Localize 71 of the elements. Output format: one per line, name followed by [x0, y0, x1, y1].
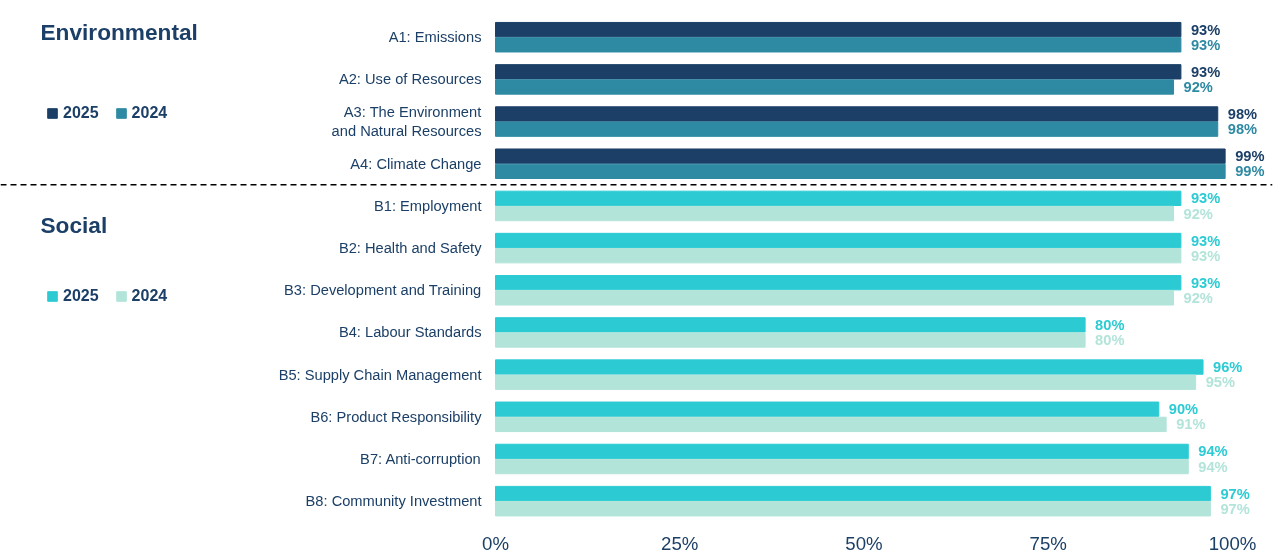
bar: [495, 485, 1211, 502]
data-label: 94%: [1198, 458, 1228, 475]
y-tick-label: A1: Emissions: [388, 29, 482, 46]
text: Social: [40, 211, 108, 238]
data-label: 92%: [1183, 78, 1213, 95]
bar: [495, 443, 1189, 460]
legend-label: 2025: [63, 287, 99, 305]
y-tick-label: A3: The Environment and Natural Resources: [331, 103, 482, 140]
data-label: 98%: [1227, 121, 1258, 138]
bar: [495, 458, 1189, 475]
bar: [495, 37, 1182, 53]
data-label: 93%: [1190, 21, 1221, 38]
y-tick-label: B5: Supply Chain Management: [278, 366, 482, 383]
bar: [495, 275, 1182, 291]
data-label: 91%: [1176, 416, 1206, 433]
data-label: 95%: [1205, 374, 1235, 391]
y-tick-label: B2: Health and Safety: [338, 240, 483, 257]
bar: [495, 232, 1182, 249]
data-label: 93%: [1190, 274, 1221, 291]
bar: [495, 290, 1175, 306]
y-tick-label: B1: Employment: [373, 197, 482, 214]
data-label: 93%: [1190, 63, 1221, 80]
bar: [495, 401, 1160, 417]
data-label: 80%: [1095, 316, 1125, 333]
data-label: 98%: [1227, 105, 1258, 122]
data-label: 97%: [1220, 500, 1250, 517]
y-tick-label: B3: Development and Training: [284, 282, 482, 299]
data-label: 93%: [1190, 247, 1221, 264]
text: Environmental: [40, 19, 198, 46]
x-tick-label: 75%: [1029, 532, 1067, 554]
data-label: 99%: [1235, 148, 1265, 165]
bar: [495, 317, 1086, 333]
data-label: 90%: [1168, 401, 1199, 418]
bar: [495, 332, 1086, 348]
x-tick-label: 100%: [1208, 532, 1257, 554]
bar: [495, 148, 1226, 164]
data-label: 80%: [1095, 332, 1125, 349]
bar: [495, 163, 1226, 180]
bar: [495, 106, 1219, 122]
data-label: 93%: [1190, 190, 1221, 207]
bar: [495, 359, 1204, 375]
data-label: 93%: [1190, 36, 1221, 53]
bar: [495, 64, 1182, 80]
x-tick-label: 25%: [661, 532, 699, 554]
data-label: 94%: [1198, 443, 1228, 460]
x-tick-label: 50%: [845, 532, 883, 554]
y-tick-label: B8: Community Investment: [305, 493, 482, 510]
x-tick-label: 0%: [482, 532, 509, 554]
bar: [495, 205, 1175, 222]
y-tick-label: A2: Use of Resources: [338, 71, 482, 88]
y-tick-label: B4: Labour Standards: [338, 324, 482, 341]
legend-label: 2024: [131, 287, 168, 305]
bar: [495, 416, 1167, 433]
y-tick-label: A4: Climate Change: [350, 155, 482, 172]
data-label: 92%: [1183, 205, 1213, 222]
bar: [495, 121, 1219, 137]
data-label: 92%: [1183, 289, 1213, 306]
bar: [495, 248, 1182, 264]
bar: [495, 79, 1175, 95]
y-tick-label: B6: Product Responsibility: [310, 408, 483, 425]
data-label: 97%: [1220, 485, 1250, 502]
bar: [495, 501, 1211, 517]
data-label: 99%: [1235, 163, 1265, 180]
bar: [495, 190, 1182, 206]
bar: [495, 374, 1197, 390]
y-tick-label: B7: Anti-corruption: [360, 450, 481, 467]
data-label: 96%: [1213, 359, 1243, 376]
bar: [495, 21, 1182, 38]
legend-label: 2024: [131, 104, 168, 122]
data-label: 93%: [1190, 232, 1221, 249]
legend-label: 2025: [63, 104, 99, 122]
